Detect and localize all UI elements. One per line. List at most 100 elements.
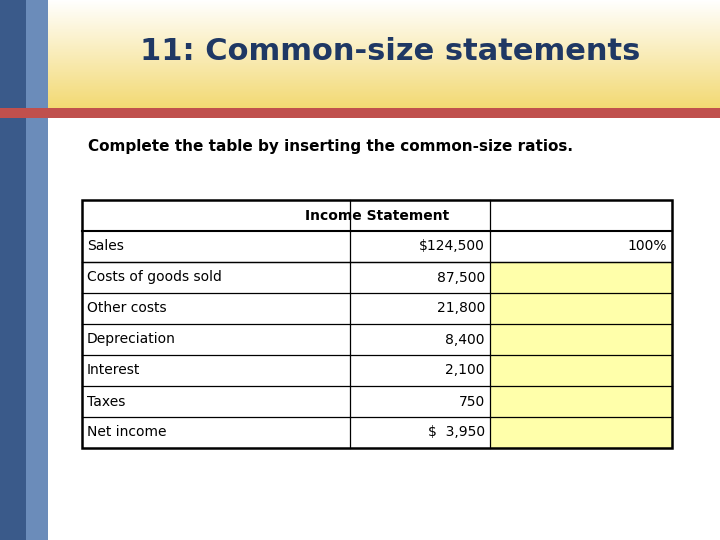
Bar (0, 67, 720, 68)
Bar (0, 54, 720, 55)
Bar (490, 293, 672, 324)
Bar (0, 104, 720, 105)
Bar (0, 84, 720, 85)
Bar (0, 55, 720, 56)
Bar (0, 32, 720, 33)
Bar (0, 105, 720, 106)
Bar (0, 64, 720, 65)
Bar (0, 52, 720, 53)
Bar (0, 76, 720, 77)
Bar (0, 63, 720, 64)
Bar (0, 75, 720, 76)
Text: 100%: 100% (628, 240, 667, 253)
Bar (0, 66, 720, 67)
Text: 87,500: 87,500 (437, 271, 485, 285)
Bar (0, 44, 720, 45)
Bar (0, 85, 720, 86)
Bar (0, 36, 720, 37)
Bar (0, 79, 720, 80)
Bar (0, 57, 720, 58)
Bar (0, 74, 720, 75)
Bar (0, 101, 720, 102)
Bar (0, 70, 720, 71)
Bar (0, 10, 720, 11)
Text: Other costs: Other costs (87, 301, 166, 315)
Bar (0, 40, 720, 41)
Bar (0, 94, 720, 95)
Bar (0, 106, 720, 107)
Text: Depreciation: Depreciation (87, 333, 176, 347)
Bar (0, 16, 720, 17)
Bar (0, 29, 720, 30)
Bar (0, 69, 720, 70)
Bar (0, 81, 720, 82)
Bar (0, 88, 720, 89)
Bar (0, 95, 720, 96)
Bar (0, 48, 720, 49)
Bar (0, 71, 720, 72)
Bar (0, 93, 720, 94)
Bar (0, 39, 720, 40)
Bar (0, 0, 27, 540)
Bar (0, 99, 720, 100)
Bar (0, 43, 720, 44)
Bar (0, 7, 720, 8)
Bar (490, 417, 672, 448)
Bar (0, 37, 720, 38)
Bar (0, 34, 720, 35)
Bar (0, 33, 720, 34)
Bar (0, 59, 720, 60)
Bar (0, 47, 720, 48)
Bar (0, 89, 720, 90)
Text: $124,500: $124,500 (419, 240, 485, 253)
Bar (0, 102, 720, 103)
Text: 11: Common-size statements: 11: Common-size statements (140, 37, 640, 66)
Bar (0, 24, 720, 25)
Text: Net income: Net income (87, 426, 166, 440)
Bar (0, 80, 720, 81)
Bar (0, 96, 720, 97)
Bar (0, 86, 720, 87)
Text: Taxes: Taxes (87, 395, 125, 408)
Bar (0, 73, 720, 74)
Bar (0, 87, 720, 88)
Text: 8,400: 8,400 (446, 333, 485, 347)
Bar (0, 31, 720, 32)
Bar (0, 58, 720, 59)
Bar (82, 200, 672, 448)
Bar (0, 41, 720, 42)
Bar (0, 19, 720, 20)
Bar (0, 108, 720, 118)
Bar (490, 386, 672, 417)
Bar (0, 83, 720, 84)
Bar (0, 4, 720, 5)
Bar (0, 49, 720, 50)
Bar (0, 30, 720, 31)
Bar (0, 45, 720, 46)
Bar (48, 118, 720, 540)
Bar (0, 78, 720, 79)
Bar (0, 1, 720, 2)
Text: Costs of goods sold: Costs of goods sold (87, 271, 222, 285)
Bar (0, 91, 720, 92)
Bar (0, 42, 720, 43)
Bar (0, 21, 720, 22)
Bar (0, 38, 720, 39)
Bar (0, 97, 720, 98)
Bar (0, 53, 720, 54)
Bar (0, 68, 720, 69)
Bar (0, 56, 720, 57)
Bar (0, 61, 720, 62)
Text: 750: 750 (459, 395, 485, 408)
Bar (0, 35, 720, 36)
Bar (490, 324, 672, 355)
Bar (0, 82, 720, 83)
Bar (0, 50, 720, 51)
Text: Complete the table by inserting the common-size ratios.: Complete the table by inserting the comm… (88, 138, 573, 153)
Bar (0, 25, 720, 26)
Bar (0, 107, 720, 108)
Bar (490, 262, 672, 293)
Bar (0, 65, 720, 66)
Bar (490, 355, 672, 386)
Bar (0, 27, 720, 28)
